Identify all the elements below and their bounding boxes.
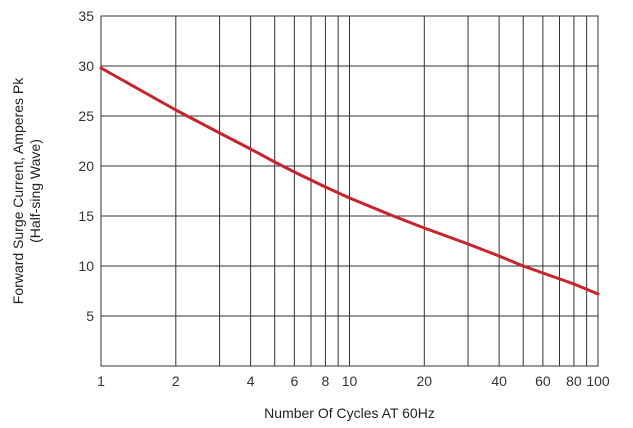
x-tick-label: 1 <box>97 373 105 389</box>
series-layer <box>99 66 600 296</box>
x-gridlines <box>100 16 599 366</box>
x-axis-title: Number Of Cycles AT 60Hz <box>264 405 435 421</box>
x-tick-label: 80 <box>566 373 582 389</box>
x-tick-label: 4 <box>247 373 255 389</box>
y-gridlines <box>101 15 598 317</box>
y-tick-label: 20 <box>78 158 94 174</box>
y-tick-labels: 5 10 15 20 25 30 35 <box>78 8 94 324</box>
y-tick-label: 15 <box>78 208 94 224</box>
x-tick-label: 40 <box>491 373 507 389</box>
y-axis-title-line2: (Half-sing Wave) <box>27 139 43 243</box>
x-tick-label: 60 <box>535 373 551 389</box>
x-tick-label: 10 <box>342 373 358 389</box>
series-line <box>99 66 600 296</box>
y-axis-title: Forward Surge Current, Amperes Pk <box>10 77 26 304</box>
x-tick-label: 6 <box>290 373 298 389</box>
y-tick-label: 25 <box>78 108 94 124</box>
y-tick-label: 5 <box>86 308 94 324</box>
x-tick-label: 100 <box>586 373 610 389</box>
x-tick-label: 2 <box>172 373 180 389</box>
y-tick-label: 30 <box>78 58 94 74</box>
y-tick-label: 10 <box>78 258 94 274</box>
x-tick-label: 20 <box>417 373 433 389</box>
plot-area-frame <box>100 15 599 367</box>
x-tick-labels: 1 2 4 6 8 10 20 40 60 80 100 <box>97 373 610 389</box>
y-tick-label: 35 <box>78 8 94 24</box>
x-tick-label: 8 <box>322 373 330 389</box>
